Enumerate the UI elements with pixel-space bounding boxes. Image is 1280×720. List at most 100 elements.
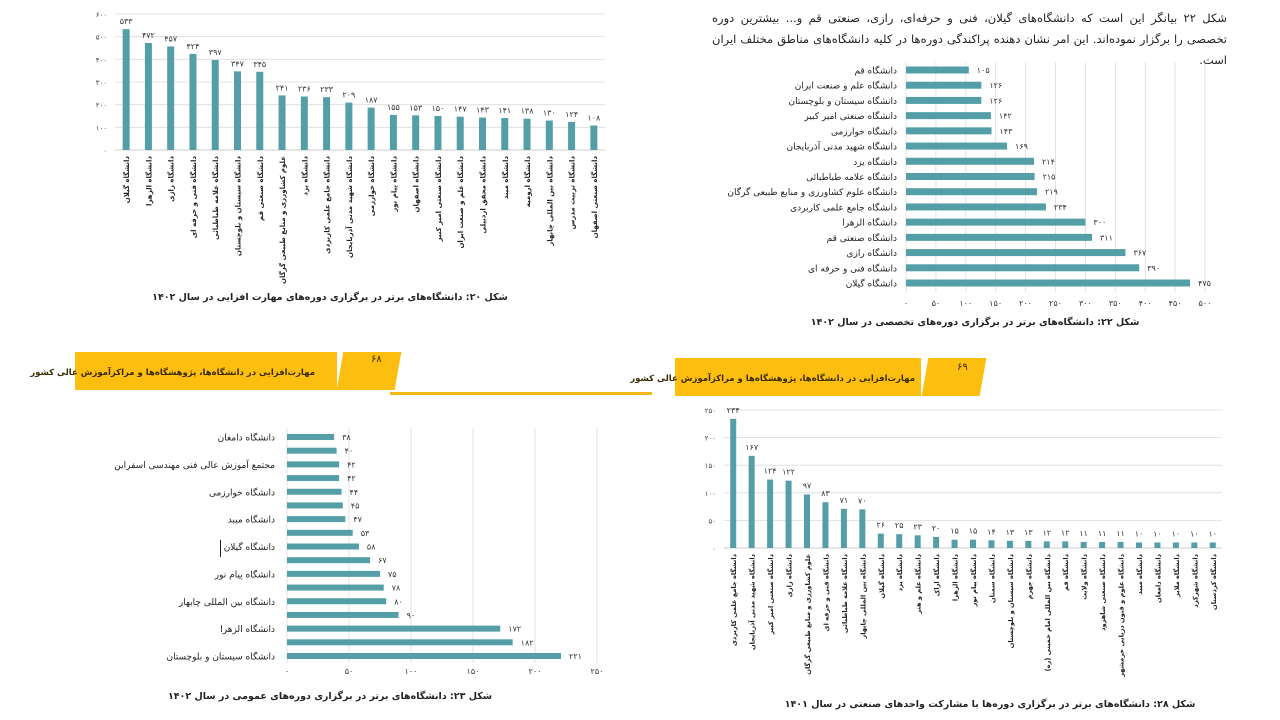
data-label: ۴۷: [353, 515, 362, 524]
chart-3-caption: شکل ۲۳: دانشگاه‌های برتر در برگزاری دوره…: [167, 691, 493, 702]
bar: [970, 539, 976, 548]
data-label: ۱۲: [1061, 528, 1070, 537]
category-label: دانشگاه پیام نور: [389, 156, 398, 213]
page-number-69: ۶۹: [957, 362, 968, 373]
category-label: دانشگاه جهرم: [1025, 553, 1033, 599]
data-label: ۲۱۹: [1045, 188, 1058, 197]
bar: [287, 516, 346, 523]
bar: [906, 112, 991, 120]
data-label: ۹۰: [407, 611, 416, 620]
data-label: ۲۰۹: [342, 91, 355, 100]
data-label: ۳۹۰: [1147, 264, 1160, 273]
category-label: دانشگاه سیستان و بلوچستان: [234, 156, 243, 256]
category-label: دانشگاه میبد: [501, 156, 510, 200]
category-label: دانشگاه سمنان: [988, 553, 996, 603]
x-tick-label: ۱۰۰: [959, 299, 972, 308]
bar: [287, 584, 384, 591]
page-number-box-68: [336, 352, 402, 390]
bar: [877, 533, 884, 548]
x-tick-label: ۰: [285, 667, 289, 676]
data-label: ۱۲۶: [989, 81, 1002, 90]
data-label: ۷۱: [840, 496, 849, 505]
data-label: ۱۲: [1042, 528, 1051, 537]
bar: [1043, 541, 1050, 548]
bar: [859, 509, 866, 548]
data-label: ۱۴۱: [498, 106, 511, 115]
category-label: دانشگاه ارومیه: [523, 156, 532, 208]
data-label: ۴۲: [347, 460, 356, 469]
data-label: ۱۱: [1116, 529, 1125, 538]
x-tick-label: ۳۵۰: [1109, 299, 1122, 308]
category-label: دانشگاه خوارزمی: [209, 486, 275, 498]
bar: [167, 46, 175, 151]
page-header-banner-69: [675, 358, 921, 396]
bar: [822, 502, 829, 548]
category-label: دانشگاه علامه طباطبائی: [841, 553, 849, 633]
category-label: دانشگاه بین المللی امام خمینی (ره): [1044, 553, 1052, 671]
category-label: دانشگاه بین المللی چابهار: [178, 596, 275, 608]
chart-1: ۰ ۱۰۰ ۲۰۰ ۳۰۰ ۴۰۰ ۵۰۰ ۶۰۰ ۵۳۳ دانشگاه گیلان ۴۷۲ دا…: [96, 11, 605, 284]
page-header-banner-68: [75, 352, 337, 390]
data-label: ۴۴: [350, 488, 359, 497]
category-label: دانشگاه جامع علمی کاربردی: [790, 201, 897, 213]
data-label: ۴۰: [345, 447, 354, 456]
x-tick-label: ۰: [904, 299, 908, 308]
bar: [988, 540, 995, 548]
category-label: دانشگاه سیستان و بلوچستان: [788, 95, 897, 107]
bar: [767, 479, 774, 548]
data-label: ۳۹۷: [209, 48, 223, 57]
category-label: دانشگاه گیلان: [878, 553, 886, 598]
category-label: دانشگاه خوارزمی: [367, 156, 376, 217]
bar: [1191, 542, 1198, 548]
data-label: ۱۵۵: [387, 103, 400, 112]
data-label: ۱۰: [1190, 529, 1199, 538]
bar: [906, 66, 969, 74]
x-tick-label: ۵۰: [932, 299, 941, 308]
x-tick-label: ۲۰۰: [1019, 299, 1032, 308]
x-tick-label: ۴۰۰: [1139, 299, 1152, 308]
bar: [1154, 542, 1161, 548]
bar: [568, 121, 576, 150]
category-label: دانشگاه علم و صنعت ایران: [795, 80, 897, 92]
category-label: دانشگاه ولایت: [1081, 553, 1089, 599]
bar: [906, 96, 982, 104]
bar: [590, 125, 598, 150]
category-label: دانشگاه یزد: [853, 156, 897, 168]
bar: [234, 71, 241, 150]
data-label: ۸۳: [821, 489, 830, 498]
data-label: ۷۰: [858, 496, 867, 505]
category-label: دانشگاه علوم و فنون دریایی خرمشهر: [1118, 553, 1126, 678]
bar: [730, 418, 737, 548]
bar: [434, 116, 442, 150]
bar: [287, 557, 371, 564]
data-label: ۱۰: [1135, 529, 1144, 538]
data-label: ۲۳۴: [727, 406, 740, 415]
data-label: ۵۸: [367, 543, 376, 552]
bar: [367, 107, 375, 150]
bar: [951, 539, 958, 548]
bar: [906, 249, 1126, 257]
bar: [906, 157, 1034, 165]
x-tick-label: ۲۰۰: [529, 667, 542, 676]
bar: [189, 53, 197, 150]
bar: [389, 114, 397, 150]
page-number-box-69: [921, 358, 987, 396]
y-tick-label: ۱۰۰: [96, 124, 107, 132]
data-label: ۱۴۲: [999, 112, 1012, 121]
data-label: ۳۴۷: [231, 59, 245, 68]
category-label: دانشگاه کردستان: [1210, 553, 1218, 610]
category-label: دانشگاه شهرکرد: [1191, 553, 1199, 607]
bar: [345, 102, 353, 150]
bar: [933, 536, 940, 548]
data-label: ۱۸۷: [365, 96, 379, 105]
page-header-title-68: مهارت‌افزایی در دانشگاه‌ها، پژوهشگاه‌ها …: [30, 368, 315, 378]
bar: [287, 570, 380, 577]
chart-2: ۰ ۵۰ ۱۰۰ ۱۵۰ ۲۰۰ ۲۵۰ ۳۰۰ ۳۵۰ ۴۰۰ ۴۵۰ ۵۰۰ ۱۰۵ دانشگاه…: [727, 62, 1211, 308]
bar: [287, 611, 399, 618]
category-label: دانشگاه علم و هنر: [915, 553, 923, 614]
category-label: دانشگاه اصفهان: [412, 156, 421, 213]
data-label: ۳۰۰: [1093, 218, 1106, 227]
data-label: ۲۲۱: [569, 652, 582, 661]
data-label: ۱۰: [1208, 529, 1217, 538]
y-tick-label: ۲۰۰: [96, 102, 107, 110]
